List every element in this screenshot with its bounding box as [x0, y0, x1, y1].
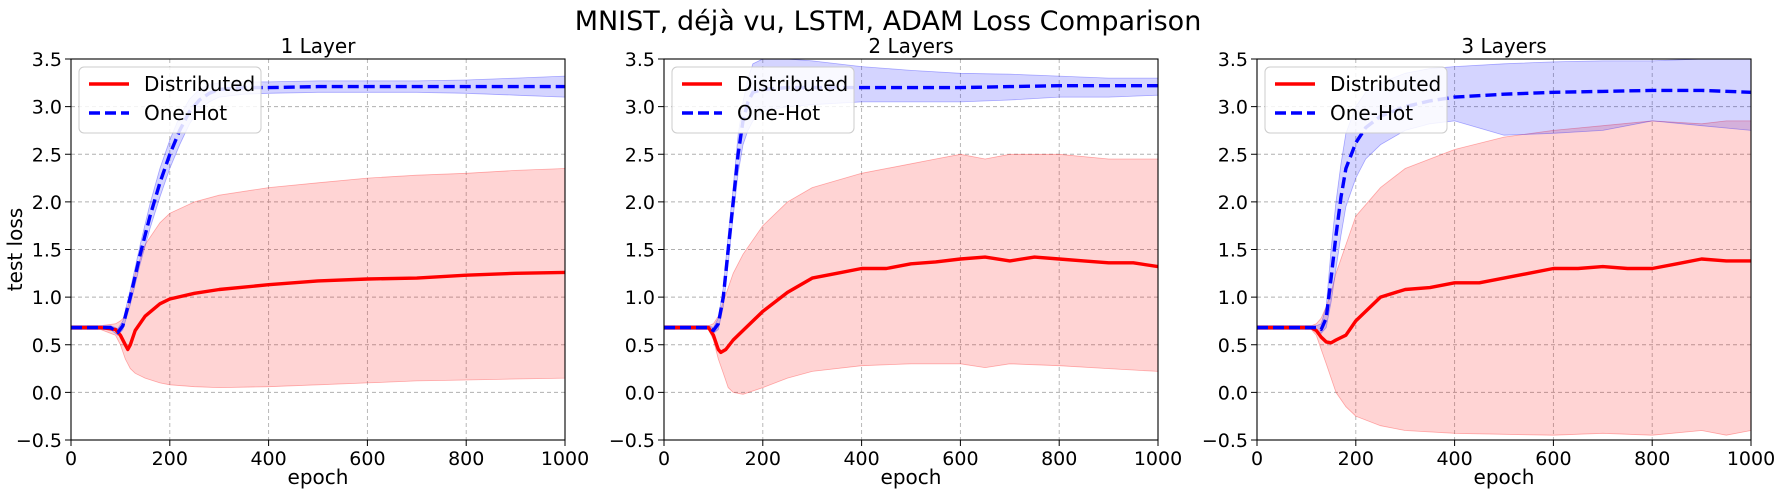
y-tick-label: 3.0 — [625, 97, 655, 119]
y-tick-label: 3.0 — [1218, 97, 1248, 119]
legend-label: Distributed — [737, 72, 848, 96]
y-tick-label: 1.0 — [625, 287, 655, 309]
distributed-band — [664, 153, 1158, 395]
y-tick-label: 0.0 — [1218, 382, 1248, 404]
x-tick-label: 0 — [658, 448, 670, 470]
x-tick-label: 400 — [843, 448, 879, 470]
y-tick-label: 3.5 — [625, 49, 655, 71]
legend-label: One-Hot — [1330, 101, 1413, 125]
y-tick-label: −0.5 — [16, 430, 62, 452]
y-axis-label: test loss — [3, 208, 27, 291]
x-tick-label: 200 — [1338, 448, 1374, 470]
x-tick-label: 800 — [448, 448, 484, 470]
y-tick-label: 2.5 — [625, 144, 655, 166]
legend: Distributed One-Hot — [1264, 66, 1448, 134]
x-tick-label: 0 — [1251, 448, 1263, 470]
x-axis-label: epoch — [288, 465, 349, 489]
y-tick-label: 3.5 — [32, 49, 62, 71]
y-tick-label: −0.5 — [609, 430, 655, 452]
x-tick-label: 600 — [349, 448, 385, 470]
distributed-line — [664, 255, 1158, 355]
x-tick-label: 400 — [1436, 448, 1472, 470]
y-tick-label: 0.5 — [32, 335, 62, 357]
panel-title: 1 Layer — [281, 34, 357, 58]
distributed-band — [71, 168, 565, 389]
distributed-line — [71, 270, 565, 352]
chart-panel-2: 0 200 400 600 800 1000 −0.5 0.0 0.5 1.0 1.5 2.0 2.5 3… — [609, 34, 1182, 489]
y-tick-label: 2.5 — [32, 144, 62, 166]
y-tick-label: 1.5 — [625, 240, 655, 262]
y-tick-label: 1.5 — [1218, 240, 1248, 262]
y-tick-label: 0.5 — [625, 335, 655, 357]
legend: Distributed One-Hot — [78, 66, 262, 134]
y-tick-label: −0.5 — [1202, 430, 1248, 452]
x-tick-label: 800 — [1041, 448, 1077, 470]
y-tick-label: 2.5 — [1218, 144, 1248, 166]
distributed-line — [1257, 257, 1751, 345]
y-tick-label: 3.0 — [32, 97, 62, 119]
panel-title: 3 Layers — [1461, 34, 1546, 58]
panel-title: 2 Layers — [868, 34, 953, 58]
y-tick-label: 0.0 — [32, 382, 62, 404]
x-tick-label: 600 — [942, 448, 978, 470]
legend: Distributed One-Hot — [671, 66, 855, 134]
chart-panel-3: 0 200 400 600 800 1000 −0.5 0.0 0.5 1.0 1.5 2.0 2.5 3… — [1202, 34, 1775, 489]
y-tick-label: 1.5 — [32, 240, 62, 262]
legend-label: One-Hot — [144, 101, 227, 125]
x-tick-label: 1000 — [1727, 448, 1775, 470]
legend-label: One-Hot — [737, 101, 820, 125]
x-tick-label: 400 — [250, 448, 286, 470]
x-tick-label: 800 — [1634, 448, 1670, 470]
x-tick-label: 200 — [152, 448, 188, 470]
legend-label: Distributed — [144, 72, 255, 96]
x-tick-label: 600 — [1535, 448, 1571, 470]
x-tick-label: 0 — [65, 448, 77, 470]
one-hot-band — [71, 75, 565, 336]
y-tick-label: 1.0 — [32, 287, 62, 309]
chart-panel-1: 0 200 400 600 800 1000 −0.5 0.0 0.5 1.0 1.5 2.0 2.5 3… — [3, 34, 589, 489]
y-tick-label: 1.0 — [1218, 287, 1248, 309]
y-tick-label: 2.0 — [32, 192, 62, 214]
y-tick-label: 2.0 — [1218, 192, 1248, 214]
legend-label: Distributed — [1330, 72, 1441, 96]
x-axis-label: epoch — [881, 465, 942, 489]
figure-title: MNIST, déjà vu, LSTM, ADAM Loss Comparis… — [575, 6, 1202, 37]
y-tick-label: 0.0 — [625, 382, 655, 404]
x-tick-label: 200 — [745, 448, 781, 470]
y-tick-label: 3.5 — [1218, 49, 1248, 71]
y-tick-label: 2.0 — [625, 192, 655, 214]
y-tick-label: 0.5 — [1218, 335, 1248, 357]
x-axis-label: epoch — [1474, 465, 1535, 489]
x-tick-label: 1000 — [541, 448, 589, 470]
x-tick-label: 1000 — [1134, 448, 1182, 470]
